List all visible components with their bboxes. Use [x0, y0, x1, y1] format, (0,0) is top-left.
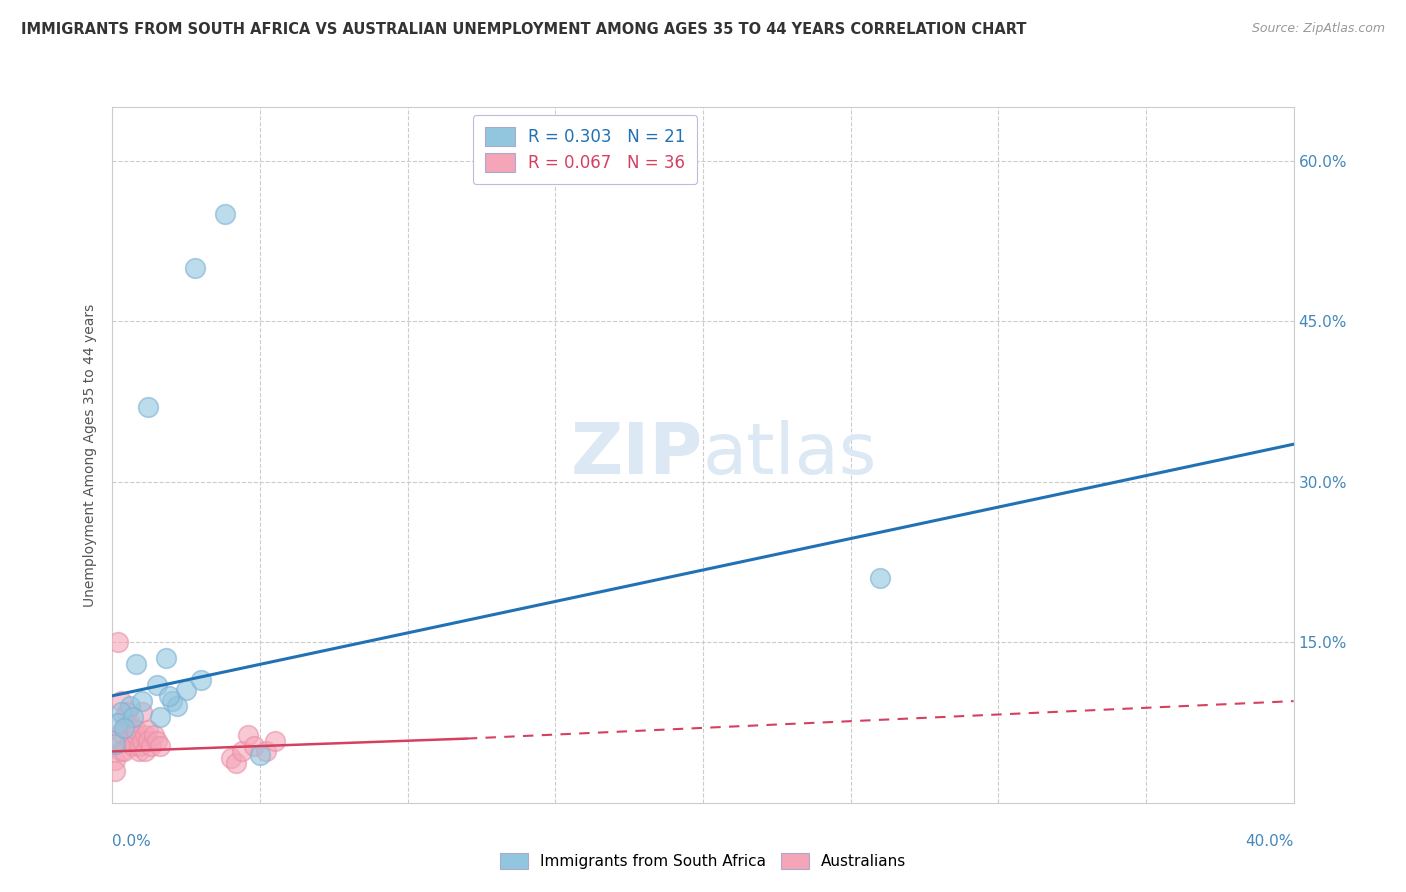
- Point: [149, 710, 172, 724]
- Point: [160, 694, 183, 708]
- Point: [136, 733, 159, 747]
- Point: [146, 733, 169, 747]
- Point: [107, 731, 129, 746]
- Point: [107, 635, 129, 649]
- Point: [122, 739, 145, 753]
- Point: [190, 673, 212, 687]
- Point: [112, 710, 135, 724]
- Point: [104, 764, 127, 778]
- Point: [231, 744, 253, 758]
- Point: [120, 733, 142, 747]
- Point: [139, 739, 162, 753]
- Legend: Immigrants from South Africa, Australians: Immigrants from South Africa, Australian…: [494, 847, 912, 875]
- Point: [110, 744, 132, 758]
- Point: [174, 683, 197, 698]
- Point: [238, 728, 260, 742]
- Point: [110, 705, 132, 719]
- Point: [146, 678, 169, 692]
- Point: [125, 657, 148, 671]
- Point: [157, 689, 180, 703]
- Point: [243, 739, 266, 753]
- Text: atlas: atlas: [703, 420, 877, 490]
- Point: [120, 699, 142, 714]
- Point: [142, 728, 165, 742]
- Point: [110, 694, 132, 708]
- Point: [128, 739, 150, 753]
- Point: [225, 756, 247, 771]
- Point: [107, 715, 129, 730]
- Point: [134, 728, 156, 742]
- Point: [122, 733, 145, 747]
- Point: [184, 260, 207, 275]
- Point: [254, 744, 277, 758]
- Point: [112, 721, 135, 735]
- Point: [166, 699, 188, 714]
- Point: [869, 571, 891, 585]
- Point: [125, 728, 148, 742]
- Text: Source: ZipAtlas.com: Source: ZipAtlas.com: [1251, 22, 1385, 36]
- Text: 0.0%: 0.0%: [112, 834, 152, 849]
- Point: [219, 751, 242, 765]
- Point: [122, 710, 145, 724]
- Point: [134, 744, 156, 758]
- Point: [136, 400, 159, 414]
- Point: [249, 747, 271, 762]
- Point: [149, 739, 172, 753]
- Text: ZIP: ZIP: [571, 420, 703, 490]
- Point: [131, 733, 153, 747]
- Point: [110, 726, 132, 740]
- Text: IMMIGRANTS FROM SOUTH AFRICA VS AUSTRALIAN UNEMPLOYMENT AMONG AGES 35 TO 44 YEAR: IMMIGRANTS FROM SOUTH AFRICA VS AUSTRALI…: [21, 22, 1026, 37]
- Point: [136, 723, 159, 737]
- Point: [128, 744, 150, 758]
- Point: [155, 651, 177, 665]
- Point: [112, 744, 135, 758]
- Point: [104, 753, 127, 767]
- Text: 40.0%: 40.0%: [1246, 834, 1294, 849]
- Point: [117, 705, 138, 719]
- Point: [131, 705, 153, 719]
- Point: [264, 733, 287, 747]
- Point: [214, 207, 236, 221]
- Point: [117, 721, 138, 735]
- Y-axis label: Unemployment Among Ages 35 to 44 years: Unemployment Among Ages 35 to 44 years: [83, 303, 97, 607]
- Point: [120, 715, 142, 730]
- Point: [104, 737, 127, 751]
- Point: [131, 694, 153, 708]
- Point: [125, 723, 148, 737]
